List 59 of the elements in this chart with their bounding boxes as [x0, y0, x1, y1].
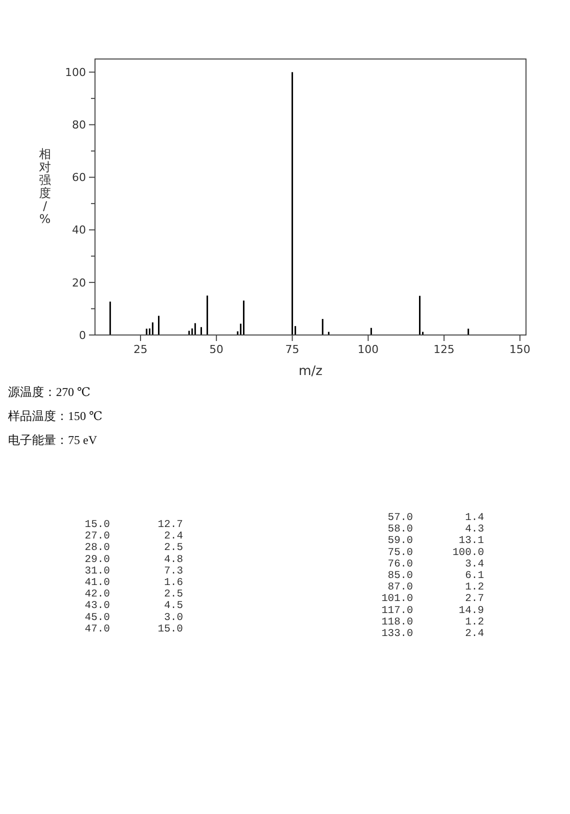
y-tick-label: 100: [65, 66, 86, 79]
category-label: 101.0: [381, 593, 413, 606]
y-tick-label: 80: [72, 118, 86, 132]
y-tick-label: 40: [72, 224, 86, 237]
category-label: 28.0: [84, 542, 110, 554]
text: 2.7: [465, 593, 484, 606]
y-tick-label: 20: [72, 276, 86, 290]
category-label: 117.0: [381, 604, 413, 617]
text: 2.5: [164, 588, 183, 601]
text: 3.4: [465, 558, 484, 570]
x-tick-label: 150: [509, 343, 530, 356]
text: 4.5: [164, 600, 183, 612]
text: 1.4: [465, 512, 484, 524]
category-label: 27.0: [84, 530, 110, 543]
text: 15.0: [158, 623, 183, 636]
x-axis-title: m/z: [298, 364, 323, 379]
category-label: 87.0: [388, 582, 413, 594]
x-tick-label: 125: [434, 343, 455, 356]
x-tick-label: 50: [209, 343, 224, 356]
y-tick-label: 0: [79, 328, 86, 342]
category-label: 45.0: [84, 612, 110, 624]
text: 7.3: [164, 565, 183, 578]
category-label: 58.0: [388, 524, 413, 536]
text: 12.7: [158, 519, 183, 531]
category-label: 31.0: [84, 565, 110, 578]
text: 2.4: [465, 628, 484, 640]
text: 4.3: [465, 524, 484, 536]
x-tick-label: 100: [358, 343, 379, 356]
text: 源温度：270 ℃: [8, 385, 90, 399]
category-label: 43.0: [84, 600, 110, 612]
category-label: 85.0: [388, 570, 413, 582]
text: 1.6: [164, 577, 183, 589]
text: 电子能量：75 eV: [8, 433, 98, 447]
y-tick-label: 60: [72, 171, 86, 184]
x-tick-label: 25: [134, 343, 148, 356]
x-tick-label: 75: [285, 343, 300, 356]
category-label: 59.0: [388, 535, 413, 548]
category-label: 42.0: [84, 588, 110, 601]
category-label: 29.0: [84, 554, 110, 566]
category-label: 133.0: [381, 628, 413, 640]
text: 14.9: [458, 604, 484, 617]
text: 4.8: [164, 554, 183, 566]
text: 100.0: [452, 546, 484, 559]
text: 2.5: [164, 542, 183, 554]
category-label: 15.0: [84, 519, 110, 531]
text: 6.1: [465, 570, 484, 582]
category-label: 76.0: [388, 558, 413, 570]
text: 13.1: [458, 535, 484, 548]
category-label: 118.0: [381, 616, 413, 628]
text: 2.4: [164, 530, 183, 543]
category-label: 41.0: [84, 577, 110, 589]
category-label: 75.0: [388, 546, 413, 559]
text: 3.0: [164, 612, 183, 624]
category-label: 57.0: [388, 512, 413, 524]
y-axis-title: 相对强度/%: [39, 147, 51, 226]
text: 1.2: [465, 582, 484, 594]
category-label: 47.0: [84, 623, 110, 636]
text: 样品温度：150 ℃: [8, 409, 102, 423]
text: 1.2: [465, 616, 484, 628]
